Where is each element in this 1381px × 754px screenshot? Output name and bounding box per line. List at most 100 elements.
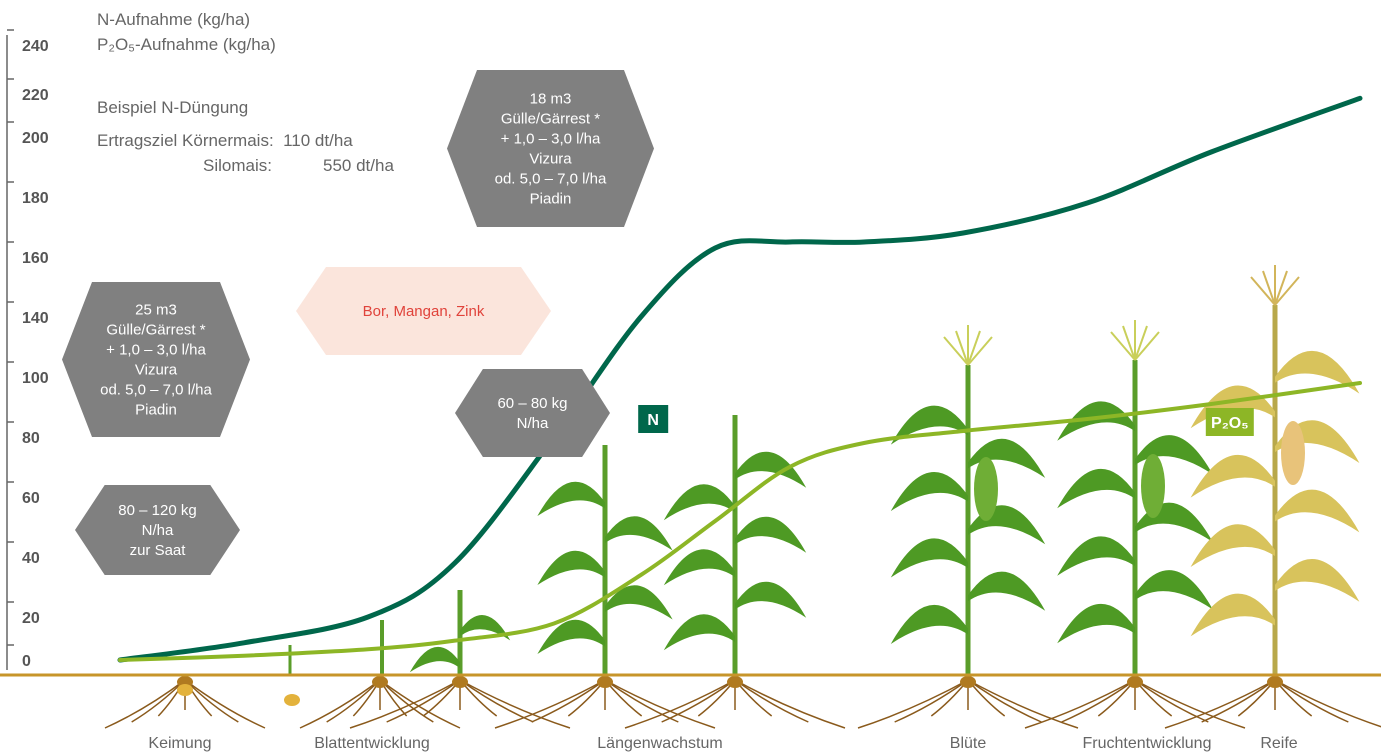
root-crown <box>1127 676 1143 688</box>
hexagon-text: zur Saat <box>130 542 187 559</box>
plant-small <box>349 590 571 729</box>
y-axis: 0 20 40 60 80 100 140 160 180 200 220 240 <box>6 29 49 670</box>
leaf <box>663 549 735 586</box>
leaf <box>537 550 605 586</box>
stage-label: Reife <box>1260 735 1297 752</box>
tassel <box>967 330 981 366</box>
plant-flowering <box>857 325 1079 729</box>
leaf <box>605 516 673 551</box>
root <box>734 679 809 723</box>
leaf <box>1190 593 1275 637</box>
root <box>1061 679 1136 723</box>
root-crown <box>372 676 388 688</box>
tassel <box>1122 325 1136 361</box>
hexagon-text: 25 m3 <box>135 302 177 319</box>
root <box>1134 679 1209 723</box>
hexagon-text: Gülle/Gärrest * <box>106 322 205 339</box>
root <box>661 679 736 723</box>
maize-growth-illustration <box>104 265 1381 729</box>
hexagon-text: 60 – 80 kg <box>497 395 567 412</box>
y-tick-label: 100 <box>22 370 49 387</box>
tassel <box>955 330 969 366</box>
leaf <box>460 615 511 641</box>
leaf <box>1190 454 1275 498</box>
root <box>459 679 534 723</box>
tassel <box>1274 276 1300 306</box>
plant-sprout-1 <box>284 645 300 706</box>
root-crown <box>452 676 468 688</box>
hexagon-text: Gülle/Gärrest * <box>501 111 600 128</box>
plant-seed <box>104 676 266 729</box>
root <box>1201 679 1276 723</box>
root-crown <box>597 676 613 688</box>
y-tick-label: 0 <box>22 653 31 670</box>
hexagon-guelle18: 18 m3 Gülle/Gärrest * + 1,0 – 3,0 l/ha Vizu… <box>447 70 654 227</box>
hexagon-text: Bor, Mangan, Zink <box>363 303 485 320</box>
legend-p-label: P₂O₅-Aufnahme (kg/ha) <box>97 35 276 54</box>
leaf <box>735 516 807 553</box>
plant-medium-1 <box>494 445 716 729</box>
leaf <box>968 571 1046 611</box>
leaf <box>735 451 807 488</box>
y-tick-label: 140 <box>22 310 49 327</box>
series-label-p2o5: P₂O₅ <box>1205 408 1254 436</box>
uptake-curves: N P₂O₅ <box>117 95 1363 663</box>
root <box>184 679 266 729</box>
example-line2-label: Silomais: <box>203 156 272 175</box>
root <box>1164 679 1276 729</box>
stage-label: Fruchtentwicklung <box>1083 735 1212 752</box>
hexagon-text: od. 5,0 – 7,0 l/ha <box>495 171 607 188</box>
root <box>967 679 1079 729</box>
plant-medium-2 <box>624 415 846 729</box>
y-tick-label: 20 <box>22 610 40 627</box>
hexagon-text: Piadin <box>530 191 572 208</box>
root <box>386 679 461 723</box>
hexagon-shape <box>62 282 250 437</box>
stage-label: Keimung <box>148 735 211 752</box>
fertilizer-hexagons: 80 – 120 kg N/ha zur Saat 25 m3 Gülle/Gärres… <box>62 70 654 575</box>
leaf <box>890 604 968 644</box>
leaf <box>735 581 807 618</box>
series-line-p2o5 <box>118 381 1362 662</box>
corn-cob <box>1141 454 1165 518</box>
hexagon-text: + 1,0 – 3,0 l/ha <box>106 342 206 359</box>
tassel <box>1110 331 1136 361</box>
y-tick-label: 80 <box>22 430 40 447</box>
example-title: Beispiel N-Düngung <box>97 98 248 117</box>
root <box>624 679 736 729</box>
leaf <box>968 438 1046 478</box>
leaf <box>663 614 735 651</box>
root <box>1274 679 1349 723</box>
growth-stage-labels: Keimung Blattentwicklung Längenwachstum Blü… <box>148 735 1297 752</box>
example-line2-value: 550 dt/ha <box>323 156 394 175</box>
y-tick-label: 60 <box>22 490 40 507</box>
hexagon-text: Vizura <box>529 151 572 168</box>
root <box>349 679 461 729</box>
leaf <box>1135 435 1213 475</box>
plant-ripe <box>1164 265 1381 729</box>
leaf <box>605 585 673 620</box>
hexagon-shape <box>296 267 551 355</box>
plant-fruiting <box>1024 320 1246 729</box>
example-line1: Ertragsziel Körnermais: 110 dt/ha <box>97 131 353 150</box>
hexagon-shape <box>447 70 654 227</box>
leaf <box>1190 524 1275 568</box>
hexagon-text: 18 m3 <box>530 91 572 108</box>
seed <box>284 694 300 706</box>
hexagon-text: + 1,0 – 3,0 l/ha <box>501 131 601 148</box>
hexagon-text: od. 5,0 – 7,0 l/ha <box>100 382 212 399</box>
series-label-n-text: N <box>647 412 659 429</box>
hexagon-text: Piadin <box>135 402 177 419</box>
root <box>604 679 716 729</box>
plant-sprout-2 <box>299 620 461 729</box>
y-tick-label: 160 <box>22 250 49 267</box>
hexagon-shape <box>75 485 240 575</box>
root-crown <box>1267 676 1283 688</box>
y-tick-label: 180 <box>22 190 49 207</box>
hexagon-text: 80 – 120 kg <box>118 502 196 519</box>
series-label-p2o5-bg <box>1205 408 1254 436</box>
hexagon-saat: 80 – 120 kg N/ha zur Saat <box>75 485 240 575</box>
root <box>379 679 461 729</box>
leaf <box>537 619 605 655</box>
